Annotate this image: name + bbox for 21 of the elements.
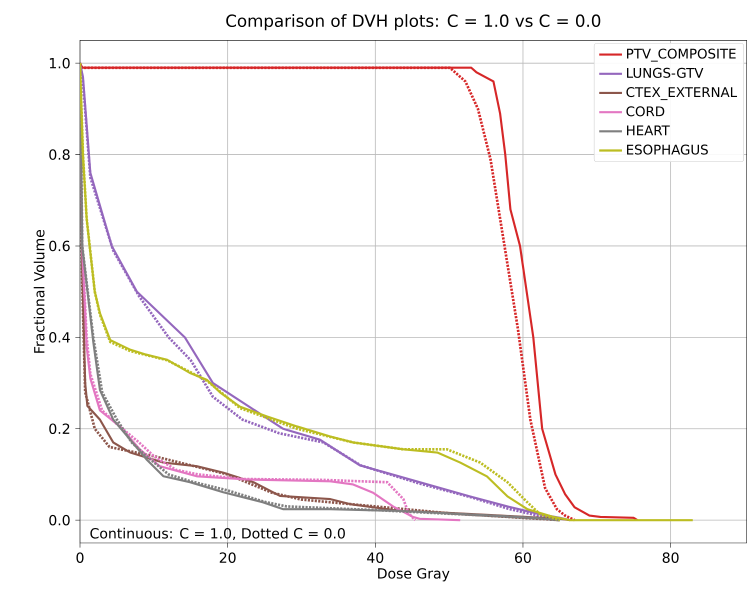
legend-label: LUNGS-GTV — [627, 68, 704, 78]
legend-label: CTEX_EXTERNAL — [626, 87, 738, 100]
legend-label: CORD — [626, 106, 664, 116]
legend-label: PTV_COMPOSITE — [627, 48, 736, 62]
x-axis-title: Dose Gray — [378, 568, 450, 582]
annotation: Continuous: C = 1.0, Dotted C = 0.0 — [90, 528, 345, 540]
y-tick-label: 0.2 — [49, 423, 70, 434]
x-tick-label: 60 — [515, 552, 531, 563]
x-tick-label: 20 — [220, 552, 236, 563]
y-axis-title: Fractional Volume — [34, 230, 45, 353]
y-tick-label: 0.6 — [49, 240, 70, 252]
legend-label: ESOPHAGUS — [627, 144, 708, 155]
x-tick-label: 40 — [367, 552, 384, 563]
x-tick-label: 0 — [76, 552, 84, 563]
y-tick-label: 0.4 — [49, 332, 70, 343]
legend-label: HEART — [627, 126, 670, 136]
y-tick-label: 0.8 — [49, 149, 70, 160]
chart-title: Comparison of DVH plots: C = 1.0 vs C = 0.0 — [226, 14, 600, 30]
y-tick-label: 1.0 — [50, 58, 70, 68]
x-tick-label: 80 — [662, 552, 679, 563]
y-tick-label: 0.0 — [49, 514, 70, 526]
